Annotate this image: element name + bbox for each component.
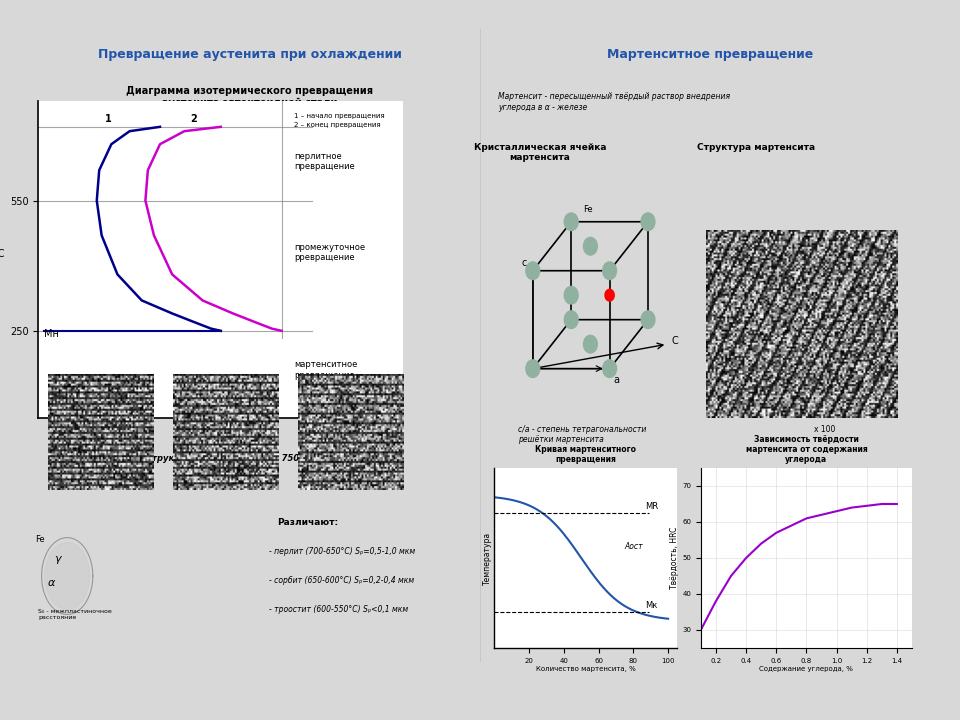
Y-axis label: t,°C: t,°C [0,249,6,259]
Circle shape [526,360,540,377]
Text: 1: 1 [106,114,112,125]
Text: γ: γ [55,554,61,564]
Title: Кривая мартенситного
превращения: Кривая мартенситного превращения [535,445,636,464]
X-axis label: Количество мартенсита, %: Количество мартенсита, % [536,667,636,672]
Text: Fe: Fe [36,536,45,544]
Text: → log τ: → log τ [350,410,385,420]
Text: 2 – конец превращения: 2 – конец превращения [294,122,380,128]
Text: Диаграмма изотермического превращения
аустенита эвтектоидной стали: Диаграмма изотермического превращения ау… [126,86,373,107]
Text: промежуточное
pревращение: промежуточное pревращение [294,243,365,262]
Text: мартенситное
pревращение: мартенситное pревращение [294,360,357,379]
Text: - перлит (700-650°С) Sₚ=0,5-1,0 мкм: - перлит (700-650°С) Sₚ=0,5-1,0 мкм [269,547,415,556]
Text: МR: МR [645,503,659,511]
Text: Различают:: Различают: [276,518,338,527]
Text: сорбит: сорбит [210,432,241,441]
Y-axis label: Твёрдость, HRC: Твёрдость, HRC [670,527,680,589]
Text: x 100: x 100 [814,425,835,433]
Text: 1 – начало превращения: 1 – начало превращения [294,113,384,119]
Text: микроструктуры при увеличении 7500: микроструктуры при увеличении 7500 [117,454,305,463]
Text: перлит: перлит [84,432,117,441]
Text: Mн: Mн [44,329,60,339]
Text: a: a [613,375,619,385]
Circle shape [564,213,578,230]
Text: α: α [48,577,56,588]
Polygon shape [45,542,89,610]
Circle shape [603,262,616,279]
Text: Мартенсит - пересыщенный твёрдый раствор внедрения
углерода в α - железе: Мартенсит - пересыщенный твёрдый раствор… [498,92,731,112]
Text: Мк: Мк [645,601,658,611]
Text: Структура мартенсита: Структура мартенсита [697,143,816,152]
Circle shape [584,336,597,353]
Text: Мартенситное превращение: Мартенситное превращение [608,48,813,60]
Circle shape [605,289,614,301]
Text: c: c [521,258,527,268]
Text: - сорбит (650-600°С) Sₚ=0,2-0,4 мкм: - сорбит (650-600°С) Sₚ=0,2-0,4 мкм [269,576,414,585]
Text: перлитное
превращение: перлитное превращение [294,152,354,171]
X-axis label: Содержание углерода, %: Содержание углерода, % [759,667,853,672]
Circle shape [526,262,540,279]
Text: C: C [671,336,678,346]
Circle shape [641,311,655,328]
Text: Кристаллическая ячейка
мартенсита: Кристаллическая ячейка мартенсита [473,143,606,162]
Circle shape [564,311,578,328]
Text: Аост: Аост [625,542,643,551]
Text: - троостит (600-550°С) Sₚ<0,1 мкм: - троостит (600-550°С) Sₚ<0,1 мкм [269,605,408,613]
Circle shape [603,360,616,377]
Text: c/a - степень тетрагональности
решётки мартенсита: c/a - степень тетрагональности решётки м… [518,425,647,444]
Circle shape [641,213,655,230]
Text: троостит: троостит [330,432,371,441]
Text: 2: 2 [190,114,197,125]
Text: Fe: Fe [583,205,592,214]
Text: S₀ - межпластиночное
расстояние: S₀ - межпластиночное расстояние [38,609,112,620]
Y-axis label: Температура: Температура [483,531,492,585]
Title: Зависимость твёрдости
мартенсита от содержания
углерода: Зависимость твёрдости мартенсита от соде… [746,435,867,464]
Circle shape [564,287,578,304]
Text: Превращение аустенита при охлаждении: Превращение аустенита при охлаждении [98,48,401,60]
Circle shape [584,238,597,255]
